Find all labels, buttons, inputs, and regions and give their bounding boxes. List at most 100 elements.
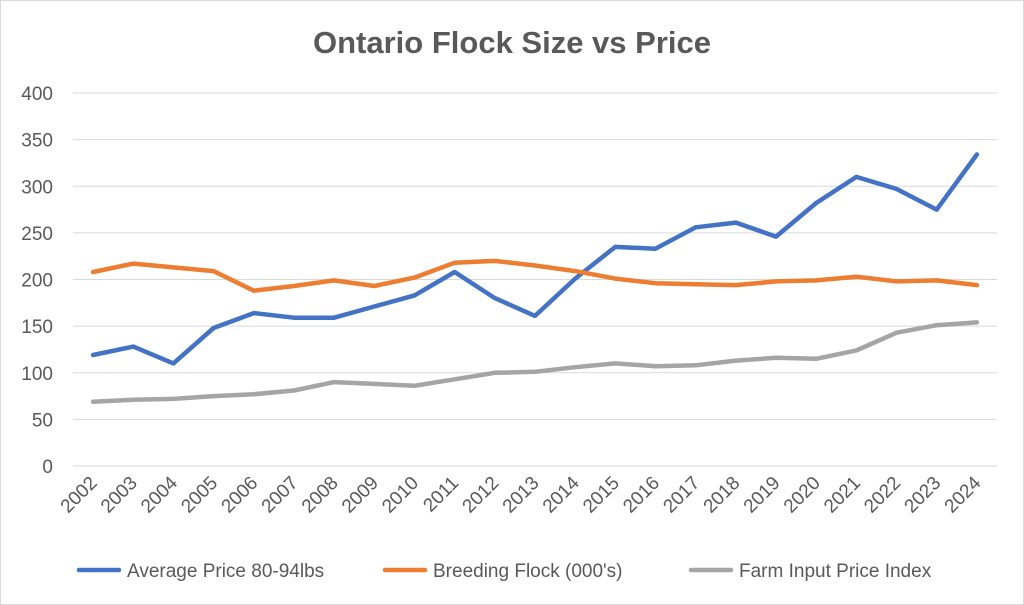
data-point	[412, 383, 417, 388]
data-point	[131, 397, 136, 402]
data-point	[291, 388, 296, 393]
data-point	[492, 370, 497, 375]
data-point	[452, 377, 457, 382]
data-point	[91, 399, 96, 404]
x-tick-label: 2016	[619, 473, 664, 518]
data-point	[372, 304, 377, 309]
data-point	[291, 284, 296, 289]
data-point	[733, 283, 738, 288]
data-point	[974, 152, 979, 157]
x-tick-label: 2017	[659, 473, 704, 518]
x-tick-label: 2021	[820, 473, 865, 518]
data-point	[613, 361, 618, 366]
legend: Average Price 80-94lbs Breeding Flock (00…	[76, 561, 932, 582]
y-tick-label: 400	[21, 84, 53, 105]
data-point	[733, 220, 738, 225]
legend-item: Breeding Flock (000's)	[382, 561, 623, 582]
chart-title: Ontario Flock Size vs Price	[313, 25, 711, 60]
data-point	[332, 278, 337, 283]
data-point	[211, 325, 216, 330]
y-tick-label: 200	[21, 271, 53, 292]
y-axis-ticks: 0 50 100 150 200 250 300 350 400	[21, 84, 53, 478]
series-1	[90, 152, 980, 366]
data-point	[171, 265, 176, 270]
series-2	[90, 258, 980, 293]
data-point	[653, 246, 658, 251]
data-point	[814, 356, 819, 361]
data-point	[533, 369, 537, 374]
data-point	[934, 278, 939, 283]
x-tick-label: 2011	[419, 473, 463, 517]
data-point	[934, 207, 939, 212]
data-point	[814, 201, 819, 206]
data-point	[291, 315, 296, 320]
data-point	[171, 361, 176, 366]
data-point	[452, 260, 457, 265]
data-point	[894, 187, 899, 192]
data-point	[372, 381, 377, 386]
data-point	[492, 258, 497, 263]
data-point	[131, 261, 136, 266]
data-point	[91, 270, 96, 275]
legend-label: Farm Input Price Index	[739, 561, 932, 582]
x-tick-label: 2004	[137, 472, 182, 517]
y-tick-label: 300	[21, 177, 53, 198]
x-tick-label: 2013	[499, 473, 544, 518]
data-point	[131, 344, 136, 349]
data-point	[412, 293, 417, 298]
series-3	[90, 320, 980, 404]
data-point	[573, 365, 578, 370]
data-point	[533, 263, 537, 268]
data-point	[814, 278, 819, 283]
data-point	[653, 281, 658, 286]
data-point	[412, 275, 417, 280]
data-point	[653, 364, 658, 369]
data-point	[894, 279, 899, 284]
data-point	[533, 313, 537, 318]
data-point	[693, 225, 698, 230]
data-point	[934, 323, 939, 328]
data-point	[91, 353, 96, 358]
data-point	[251, 288, 256, 293]
data-point	[573, 276, 578, 281]
data-point	[854, 274, 859, 279]
data-point	[974, 283, 979, 288]
x-tick-label: 2019	[740, 473, 785, 518]
x-tick-label: 2008	[298, 473, 343, 518]
data-point	[693, 363, 698, 368]
x-axis-ticks: 2002200320042005200620072008200920102011…	[57, 472, 986, 517]
legend-label: Average Price 80-94lbs	[127, 561, 324, 582]
series-line	[90, 320, 980, 404]
legend-item: Farm Input Price Index	[688, 561, 932, 582]
data-point	[774, 234, 779, 239]
data-point	[774, 279, 779, 284]
data-point	[894, 330, 899, 335]
data-point	[693, 282, 698, 287]
x-tick-label: 2010	[378, 473, 423, 518]
x-tick-label: 2022	[860, 473, 905, 518]
x-tick-label: 2015	[579, 473, 624, 518]
data-point	[332, 315, 337, 320]
x-tick-label: 2007	[258, 473, 303, 518]
data-point	[372, 284, 377, 289]
x-tick-label: 2009	[338, 473, 383, 518]
legend-label: Breeding Flock (000's)	[433, 561, 623, 582]
data-point	[573, 269, 578, 274]
x-tick-label: 2005	[177, 473, 222, 518]
y-tick-label: 50	[32, 410, 53, 431]
x-tick-label: 2014	[539, 472, 584, 517]
data-point	[974, 320, 979, 325]
data-point	[251, 311, 256, 316]
data-point	[211, 394, 216, 399]
x-tick-label: 2023	[901, 473, 946, 518]
x-tick-label: 2018	[700, 473, 745, 518]
y-tick-label: 350	[21, 131, 53, 152]
x-tick-label: 2012	[459, 473, 504, 518]
data-point	[452, 270, 457, 275]
y-tick-label: 0	[42, 457, 53, 478]
legend-item: Average Price 80-94lbs	[76, 561, 324, 582]
data-point	[332, 380, 337, 385]
data-point	[774, 355, 779, 360]
y-tick-label: 250	[21, 224, 53, 245]
